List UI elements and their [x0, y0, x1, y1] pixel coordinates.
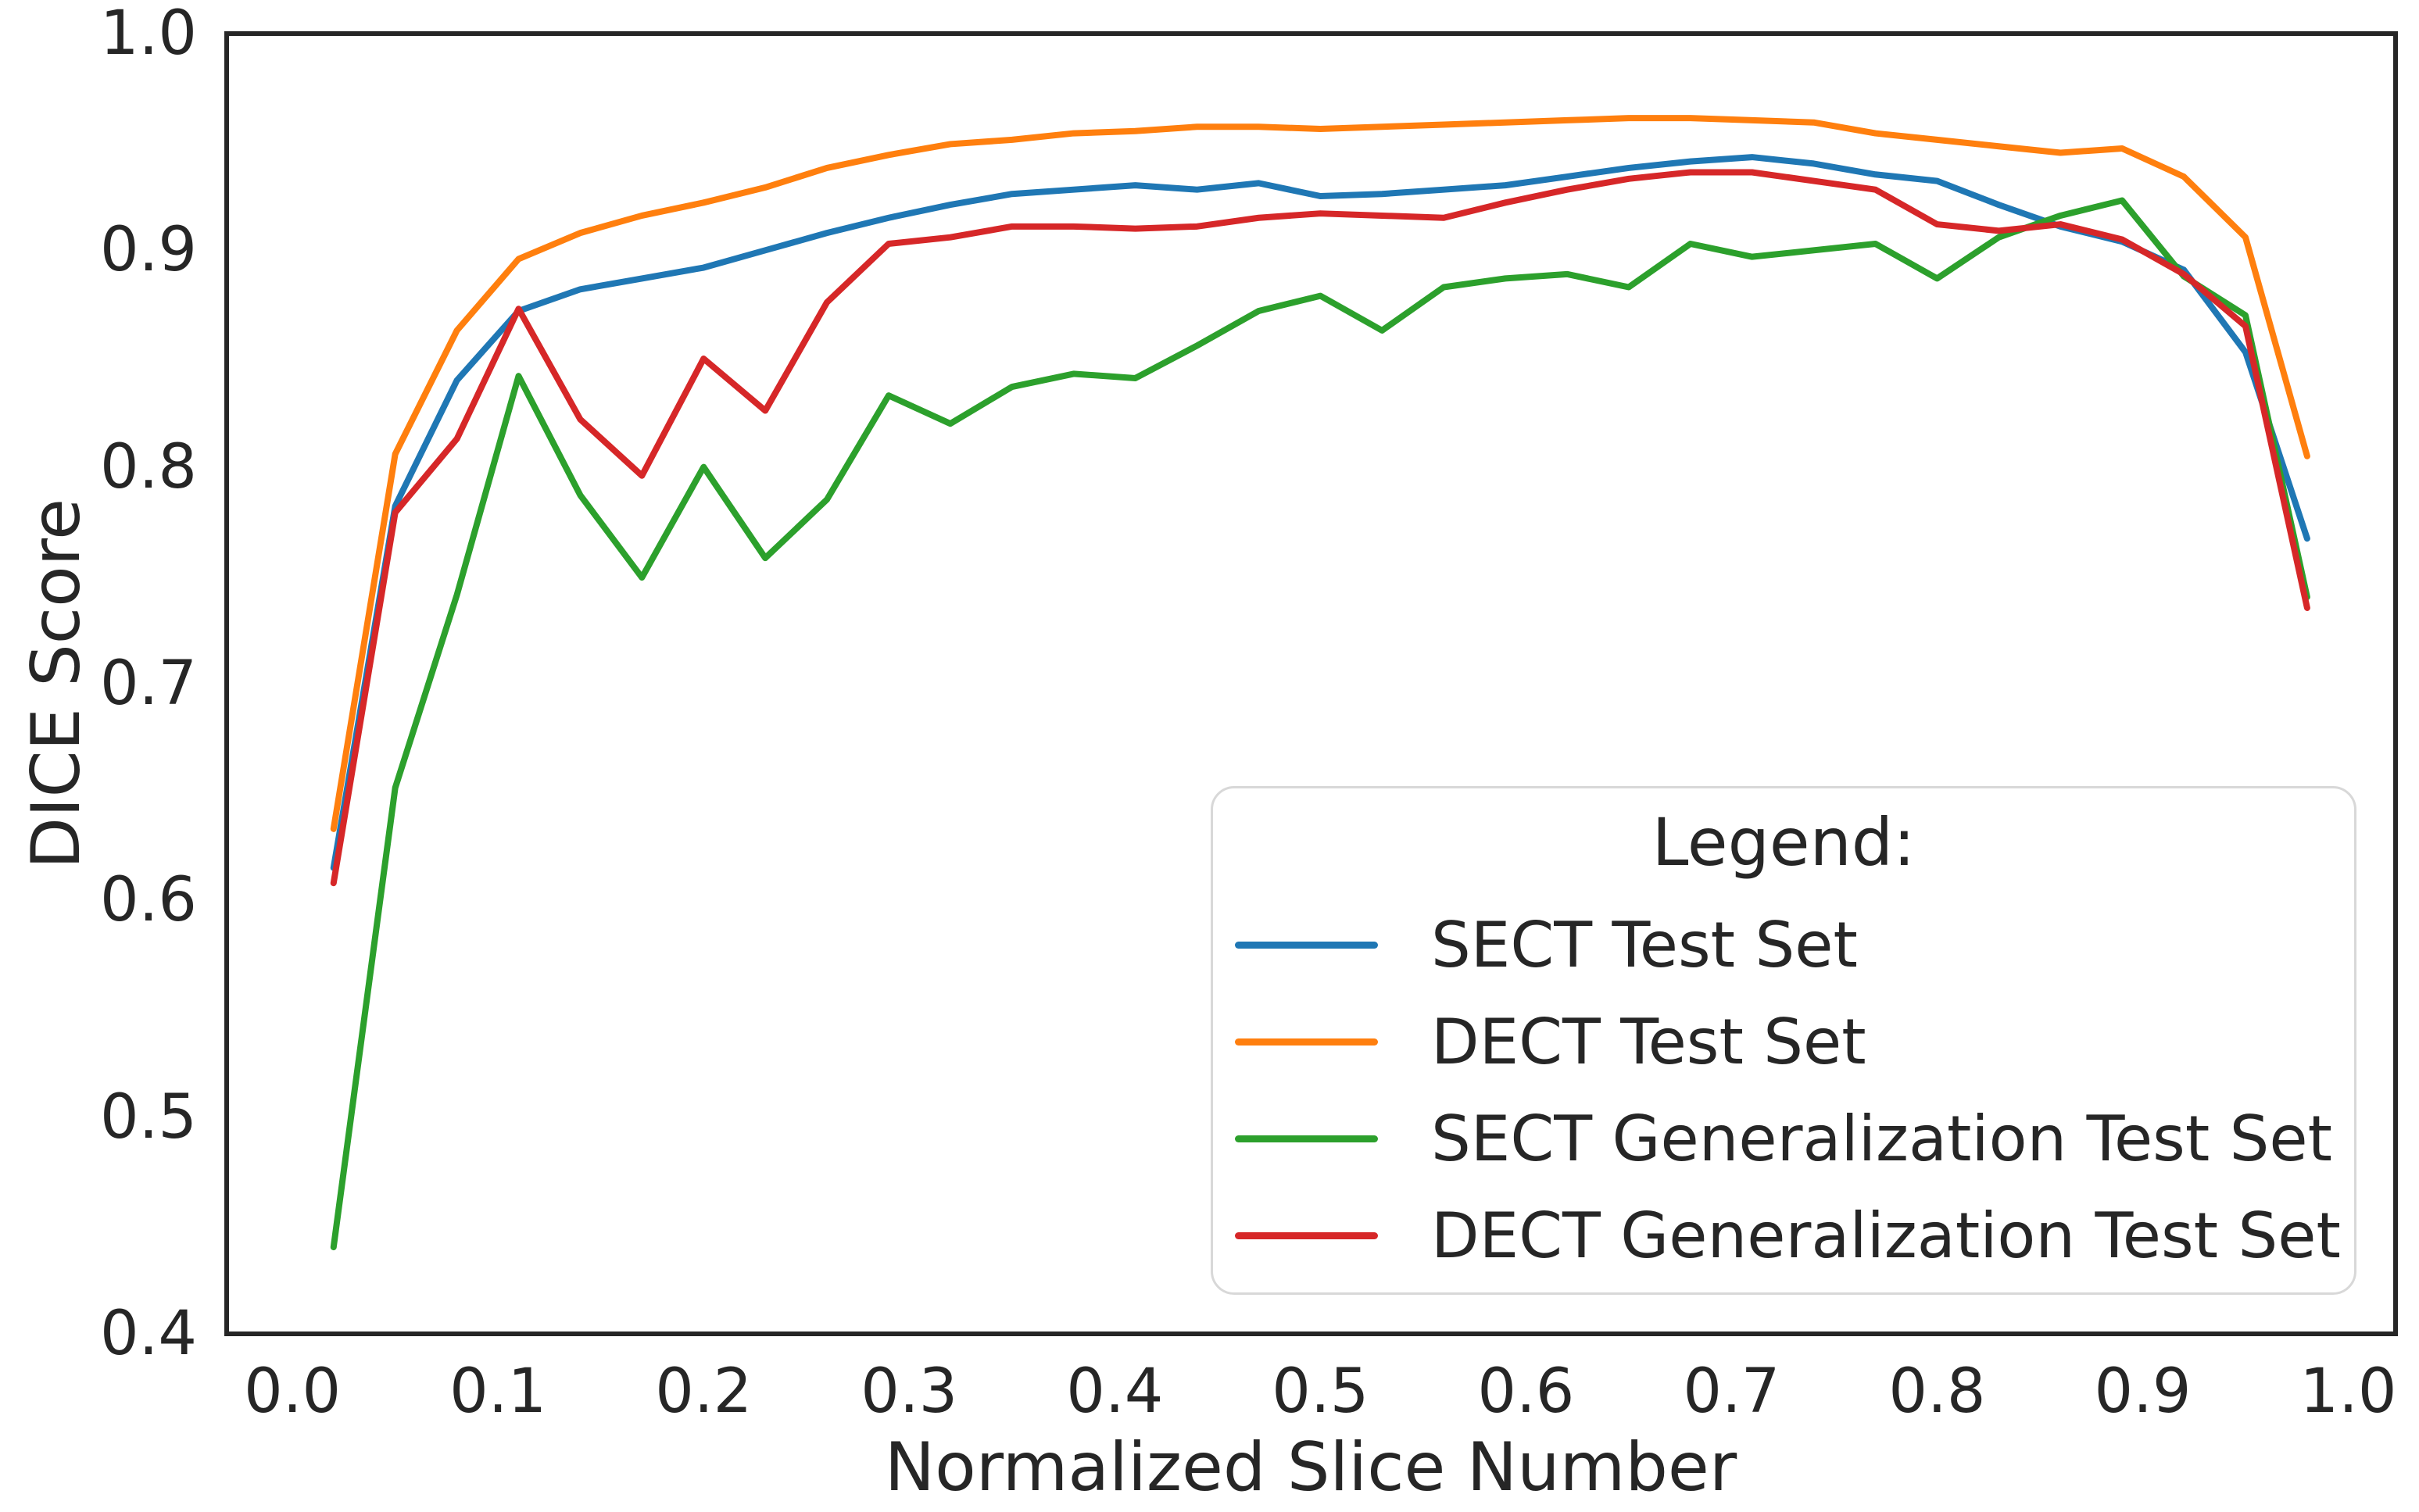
- x-tick-label: 0.3: [861, 1357, 958, 1427]
- legend-item-dect-generalization-test-set: DECT Generalization Test Set: [1213, 1187, 2354, 1284]
- x-tick-label: 0.6: [1477, 1357, 1575, 1427]
- axes-spines: [224, 31, 2398, 1336]
- legend-item-label: DECT Generalization Test Set: [1431, 1199, 2341, 1272]
- legend-item-sect-generalization-test-set: SECT Generalization Test Set: [1213, 1090, 2354, 1187]
- x-tick-label: 0.0: [244, 1357, 342, 1427]
- legend-item-label: SECT Generalization Test Set: [1431, 1102, 2333, 1175]
- y-tick-label: 0.6: [99, 865, 197, 936]
- legend-box: Legend: SECT Test Set DECT Test Set SECT G…: [1211, 786, 2356, 1295]
- y-tick-label: 0.4: [99, 1299, 197, 1369]
- x-tick-label: 0.8: [1888, 1357, 1986, 1427]
- y-tick-label: 0.5: [99, 1081, 197, 1153]
- x-tick-label: 0.2: [655, 1357, 753, 1427]
- line-sect-generalization-test-set: [330, 197, 2310, 1251]
- x-tick-label: 0.1: [449, 1357, 547, 1427]
- legend-item-sect-test-set: SECT Test Set: [1213, 896, 2354, 993]
- y-tick-label: 0.7: [99, 649, 197, 719]
- legend-items: SECT Test Set DECT Test Set SECT Generaliz…: [1213, 896, 2354, 1284]
- legend-line-swatch-icon: [1235, 1038, 1378, 1046]
- x-axis-title: Normalized Slice Number: [884, 1428, 1737, 1507]
- legend-item-dect-test-set: DECT Test Set: [1213, 993, 2354, 1090]
- legend-title: Legend:: [1651, 804, 1916, 881]
- legend-item-label: SECT Test Set: [1431, 908, 1858, 981]
- y-tick-label: 0.9: [99, 215, 197, 286]
- legend-line-swatch-icon: [1235, 941, 1378, 949]
- line-sect-test-set: [330, 154, 2310, 871]
- x-tick-label: 0.7: [1683, 1357, 1780, 1427]
- y-tick-label: 1.0: [99, 0, 197, 69]
- legend-line-swatch-icon: [1235, 1135, 1378, 1142]
- y-axis-title: DICE Score: [17, 498, 95, 870]
- x-tick-label: 0.5: [1272, 1357, 1369, 1427]
- x-tick-label: 1.0: [2299, 1357, 2397, 1427]
- x-tick-label: 0.9: [2094, 1357, 2192, 1427]
- x-tick-label: 0.4: [1066, 1357, 1164, 1427]
- line-dect-generalization-test-set: [330, 169, 2310, 887]
- legend-line-swatch-icon: [1235, 1231, 1378, 1239]
- y-tick-label: 0.8: [99, 431, 197, 502]
- legend-item-label: DECT Test Set: [1431, 1005, 1866, 1078]
- line-dect-test-set: [330, 115, 2310, 832]
